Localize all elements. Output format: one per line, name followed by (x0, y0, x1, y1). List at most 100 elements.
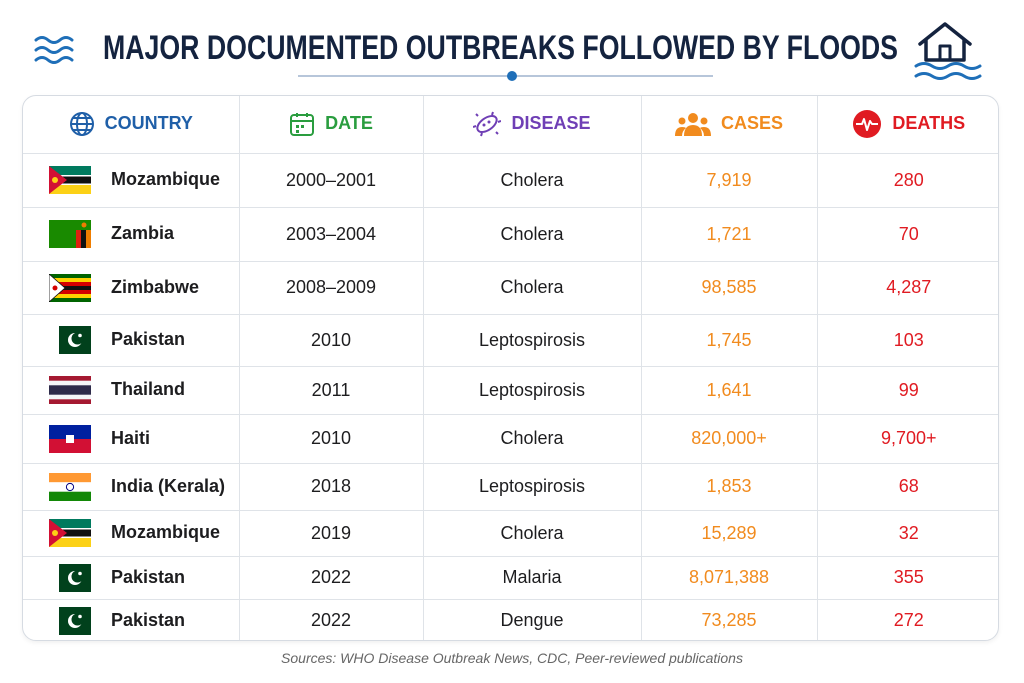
date: 2019 (239, 510, 424, 557)
country-cell: Mozambique (23, 153, 240, 208)
country-cell: Pakistan (23, 556, 240, 600)
header: MAJOR DOCUMENTED OUTBREAKS FOLLOWED BY F… (34, 22, 982, 81)
country: Zambia (111, 222, 175, 243)
date: 2010 (239, 414, 424, 464)
header-cell: COUNTRY (23, 96, 240, 154)
header-text: DEATHS (892, 113, 966, 133)
header-cell: CASES (641, 96, 818, 154)
disease: Cholera (423, 510, 642, 557)
date: 2008–2009 (239, 261, 424, 315)
cases: 15,289 (641, 510, 818, 557)
row: Pakistan 2022 Malaria 8,071,388 355 (23, 556, 998, 600)
disease: Cholera (423, 207, 642, 262)
title-dot (507, 71, 517, 81)
date: 2018 (239, 463, 424, 511)
date: 2003–2004 (239, 207, 424, 262)
cases: 1,745 (641, 314, 818, 367)
date: 2011 (239, 366, 424, 415)
cases: 7,919 (641, 153, 818, 208)
deaths: 99 (817, 366, 998, 415)
virus-icon (473, 111, 502, 137)
deaths: 272 (893, 610, 924, 631)
header-text: COUNTRY (104, 113, 193, 133)
flag (49, 326, 91, 354)
country-cell: Pakistan (23, 599, 240, 640)
country-cell: Zimbabwe (23, 261, 240, 315)
row: Mozambique 2000–2001 Cholera 7,919 280 (23, 153, 998, 208)
row: Pakistan 2010 Leptospirosis 1,745 103 (23, 314, 998, 367)
country-cell: Pakistan (23, 314, 240, 367)
deaths: 68 (817, 463, 998, 511)
date: 2022 (239, 556, 424, 600)
flag (49, 473, 91, 501)
disease: Cholera (423, 261, 642, 315)
heartbeat-icon (853, 110, 882, 139)
country-cell: Mozambique (23, 510, 240, 557)
header-cell: DATE (239, 96, 424, 154)
country-cell: Zambia (23, 207, 240, 262)
deaths: 280 (817, 153, 998, 208)
row: Thailand 2011 Leptospirosis 1,641 99 (23, 366, 998, 415)
country: Thailand (111, 378, 186, 399)
disease: Cholera (423, 414, 642, 464)
country-cell: Thailand (23, 366, 240, 415)
header-text: DISEASE (511, 113, 591, 133)
header-cell: DEATHS (817, 96, 998, 154)
flag (49, 376, 91, 404)
disease: Dengue (423, 599, 642, 640)
country: Pakistan (111, 609, 186, 630)
row: Zambia 2003–2004 Cholera 1,721 70 (23, 207, 998, 262)
disease: Leptospirosis (423, 366, 642, 415)
house-icon (914, 22, 982, 80)
country: Zimbabwe (111, 276, 200, 297)
country: India (Kerala) (111, 475, 226, 496)
cases: 1,641 (641, 366, 818, 415)
row: Pakistan 2022 Dengue 73,285 272 (23, 599, 998, 640)
disease: Cholera (423, 153, 642, 208)
header-text: CASES (720, 113, 783, 133)
row: Zimbabwe 2008–2009 Cholera 98,585 4,287 (23, 261, 998, 315)
flag (49, 564, 91, 592)
header-cell: DISEASE (423, 96, 642, 154)
cases: 820,000+ (641, 414, 818, 464)
people-icon (674, 113, 711, 137)
disease: Leptospirosis (423, 463, 642, 511)
cases: 73,285 (641, 599, 818, 640)
date: 2022 (239, 599, 424, 640)
flag (49, 425, 91, 453)
wave-icon (34, 36, 74, 64)
deaths: 9,700+ (817, 414, 998, 464)
row: Mozambique 2019 Cholera 15,289 32 (23, 510, 998, 557)
country-cell: India (Kerala) (23, 463, 240, 511)
deaths: 355 (817, 556, 998, 600)
table-container: COUNTRY DATE DISEASE CASES DEATHS Mozamb… (22, 95, 999, 641)
title: MAJOR DOCUMENTED OUTBREAKS FOLLOWED BY F… (103, 29, 898, 67)
cases: 1,853 (641, 463, 818, 511)
deaths: 70 (817, 207, 998, 262)
flag (49, 274, 91, 302)
country: Pakistan (111, 328, 186, 349)
disease: Leptospirosis (423, 314, 642, 367)
globe-icon (69, 112, 94, 137)
cases: 98,585 (641, 261, 818, 315)
flag (49, 607, 91, 635)
date: 2010 (239, 314, 424, 367)
calendar-icon (290, 113, 315, 137)
row: Haiti 2010 Cholera 820,000+ 9,700+ (23, 414, 998, 464)
outbreak-table: COUNTRY DATE DISEASE CASES DEATHS Mozamb… (23, 96, 998, 640)
flag (49, 220, 91, 248)
country-cell: Haiti (23, 414, 240, 464)
country: Pakistan (111, 566, 186, 587)
header-row: COUNTRY DATE DISEASE CASES DEATHS (23, 96, 998, 154)
country: Mozambique (111, 521, 221, 542)
cases: 1,721 (641, 207, 818, 262)
deaths: 103 (817, 314, 998, 367)
row: India (Kerala) 2018 Leptospirosis 1,853 68 (23, 463, 998, 511)
date: 2000–2001 (239, 153, 424, 208)
deaths: 4,287 (817, 261, 998, 315)
country: Mozambique (111, 168, 221, 189)
deaths: 32 (817, 510, 998, 557)
